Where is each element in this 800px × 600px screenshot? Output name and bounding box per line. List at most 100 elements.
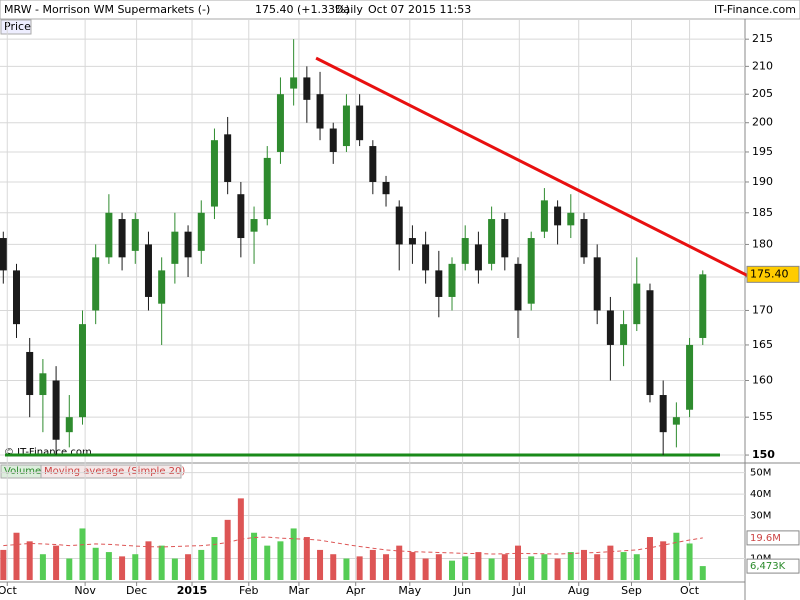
volume-bar <box>580 549 587 580</box>
volume-bar <box>409 552 416 580</box>
y-tick-label: 150 <box>752 448 775 461</box>
volume-bar <box>383 554 390 580</box>
volume-bar <box>528 556 535 580</box>
candle-body <box>197 212 205 251</box>
volume-tick-label: 40M <box>750 489 771 500</box>
candle-body <box>540 200 548 232</box>
y-tick-label: 185 <box>752 206 773 219</box>
candle-body <box>620 324 628 345</box>
price-label: Price <box>4 20 31 33</box>
y-tick-label: 210 <box>752 59 773 72</box>
y-tick-label: 215 <box>752 32 773 45</box>
volume-bar <box>488 558 495 580</box>
candle-body <box>316 94 324 129</box>
volume-bar <box>356 556 363 580</box>
volume-bar <box>541 554 548 580</box>
volume-bar <box>607 545 614 580</box>
volume-bar <box>251 532 258 580</box>
volume-bar <box>264 545 271 580</box>
y-tick-label: 190 <box>752 175 773 188</box>
volume-tick-label: 50M <box>750 468 771 479</box>
candle-body <box>646 290 654 396</box>
volume-bar <box>211 537 218 580</box>
x-tick-label: Mar <box>289 584 310 597</box>
candle-body <box>633 283 641 325</box>
candle-body <box>329 128 337 152</box>
header-bar <box>0 0 800 20</box>
volume-bar <box>515 545 522 580</box>
x-tick-label: 2015 <box>177 584 208 597</box>
volume-bar <box>594 554 601 580</box>
volume-bar <box>119 556 126 580</box>
y-tick-label: 205 <box>752 87 773 100</box>
volume-bar <box>105 552 112 580</box>
candle-body <box>514 263 522 311</box>
y-tick-label: 160 <box>752 373 773 386</box>
candle-body <box>263 157 271 220</box>
candle-body <box>290 77 298 89</box>
volume-label: Volume <box>4 466 41 477</box>
volume-tick-label: 30M <box>750 511 771 522</box>
volume-value-label: 6,473K <box>750 561 786 572</box>
candle-body <box>0 238 7 271</box>
volume-bar <box>646 537 653 580</box>
candle-body <box>78 324 86 418</box>
volume-bar <box>0 549 7 580</box>
volume-bar <box>185 554 192 580</box>
candle-body <box>158 270 166 304</box>
volume-bar <box>145 541 152 580</box>
volume-bar <box>290 528 297 580</box>
ma-value-label: 19.6M <box>750 533 781 544</box>
header-source: IT-Finance.com <box>714 3 796 16</box>
candle-body <box>527 238 535 304</box>
candle-body <box>659 395 667 433</box>
volume-bar <box>369 549 376 580</box>
volume-bar <box>13 532 20 580</box>
y-tick-label: 200 <box>752 116 773 129</box>
volume-bar <box>554 558 561 580</box>
volume-bar <box>633 554 640 580</box>
volume-bar <box>330 554 337 580</box>
volume-bar <box>699 566 706 580</box>
volume-bar <box>475 552 482 580</box>
candle-body <box>131 219 139 251</box>
candle-body <box>488 219 496 264</box>
copyright: © IT-Finance.com <box>4 447 92 458</box>
volume-bar <box>567 552 574 580</box>
candle-body <box>144 244 152 297</box>
candle-body <box>184 231 192 258</box>
candle-body <box>699 274 707 338</box>
x-tick-label: Jul <box>512 584 526 597</box>
candle-body <box>567 212 575 226</box>
candle-body <box>382 181 390 195</box>
candle-body <box>224 134 232 182</box>
x-tick-label: Oct <box>0 584 17 597</box>
candle-body <box>92 257 100 311</box>
volume-bar <box>132 554 139 580</box>
volume-bar <box>396 545 403 580</box>
y-tick-label: 195 <box>752 145 773 158</box>
candle-body <box>369 146 377 182</box>
x-tick-label: Apr <box>346 584 366 597</box>
volume-bar <box>53 545 60 580</box>
volume-bar <box>660 541 667 580</box>
header-timestamp: Oct 07 2015 11:53 <box>368 3 471 16</box>
x-tick-label: Aug <box>568 584 589 597</box>
x-tick-label: Dec <box>126 584 147 597</box>
volume-bar <box>435 554 442 580</box>
last-price-box <box>746 265 800 283</box>
volume-bar <box>224 519 231 580</box>
volume-bar <box>158 545 165 580</box>
volume-bar <box>317 549 324 580</box>
y-tick-label: 180 <box>752 237 773 250</box>
candle-body <box>171 231 179 264</box>
volume-bar <box>79 528 86 580</box>
candle-body <box>686 344 694 410</box>
candle-body <box>474 244 482 271</box>
volume-bar <box>343 558 350 580</box>
candle-body <box>118 219 126 258</box>
trend-line <box>315 56 758 282</box>
price-label-box <box>0 19 32 35</box>
candle-body <box>65 417 73 433</box>
